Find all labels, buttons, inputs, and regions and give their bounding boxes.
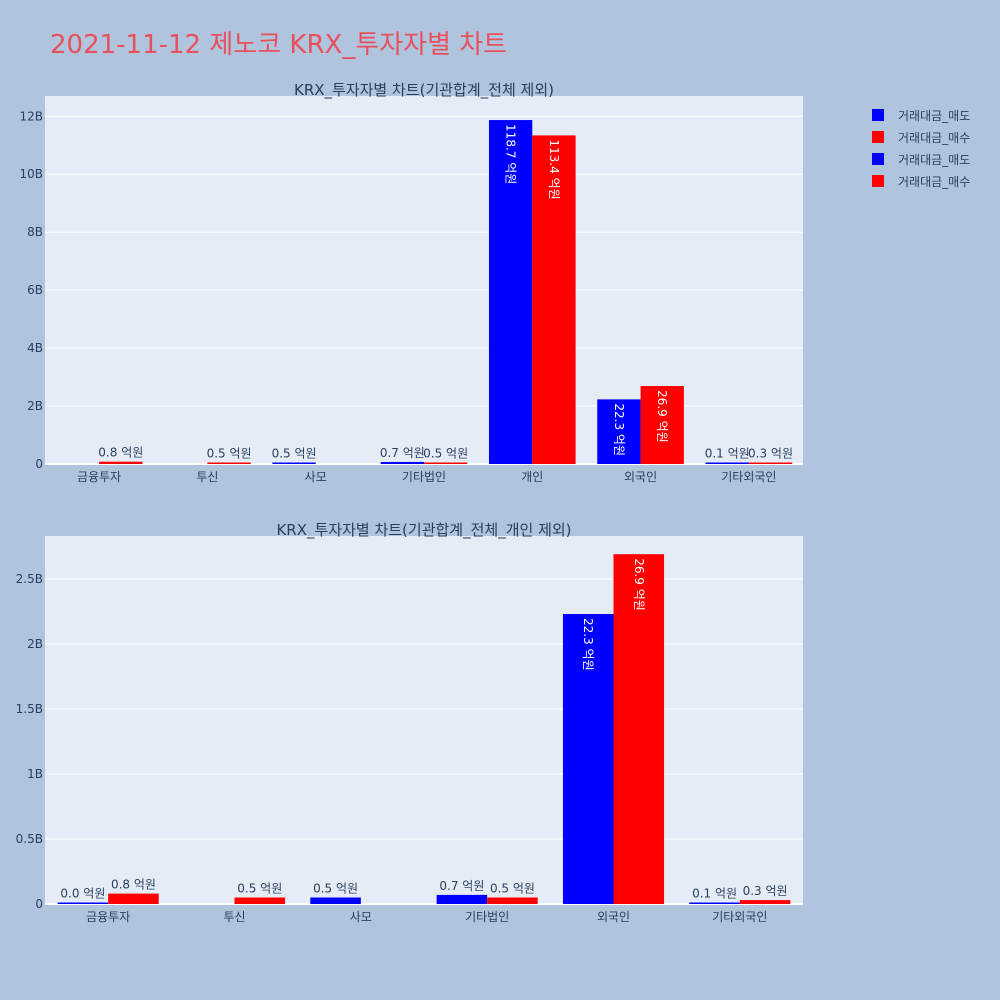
legend: 거래대금_매도 거래대금_매수 거래대금_매도 거래대금_매수 [872,104,970,192]
x-tick-label: 기타외국인 [712,910,767,924]
bar-value-label: 0.7 억원 [380,446,425,460]
bar [562,614,614,904]
y-tick-label: 10B [19,167,43,181]
bar-value-label: 0.1 억원 [692,887,737,901]
bar-value-label: 26.9 억원 [655,390,669,443]
bar-value-label: 0.8 억원 [111,878,156,892]
y-tick-label: 0 [35,897,43,911]
legend-swatch [872,175,884,187]
bar [57,902,109,904]
legend-item-buy-1[interactable]: 거래대금_매수 [872,126,970,148]
legend-label: 거래대금_매도 [898,108,971,123]
y-tick-label: 1.5B [16,702,43,716]
y-tick-label: 4B [27,341,43,355]
bar [207,462,251,464]
legend-item-buy-2[interactable]: 거래대금_매수 [872,170,970,192]
bar-value-label: 22.3 억원 [612,403,626,456]
bar-value-label: 0.0 억원 [60,887,105,901]
y-tick-label: 0.5B [16,832,43,846]
bar [748,462,793,464]
bar-value-label: 0.3 억원 [748,447,793,461]
plot-area [45,536,803,904]
y-tick-label: 0 [35,457,43,471]
legend-swatch [872,131,884,143]
legend-label: 거래대금_매수 [898,174,971,189]
bar [108,893,159,904]
bar-value-label: 0.5 억원 [313,881,358,895]
bar-value-label: 22.3 억원 [581,618,595,671]
bar [380,461,424,464]
bar [310,897,361,904]
bar-value-label: 0.3 억원 [743,884,788,898]
x-tick-label: 사모 [350,910,372,924]
y-tick-label: 2B [27,637,43,651]
y-tick-label: 2B [27,399,43,413]
legend-label: 거래대금_매수 [898,130,971,145]
x-tick-label: 기타법인 [402,470,446,484]
x-tick-label: 기타법인 [465,910,509,924]
bar [689,902,740,904]
bar [436,894,488,904]
chart-title: KRX_투자자별 차트(기관합계_전체_개인 제외) [276,521,571,540]
bar-value-label: 118.7 억원 [504,124,518,184]
y-tick-label: 8B [27,225,43,239]
x-tick-label: 외국인 [624,470,657,484]
bar [488,120,533,465]
bar [597,399,641,464]
bar-value-label: 0.8 억원 [98,446,143,460]
legend-item-sell-2[interactable]: 거래대금_매도 [872,148,970,170]
x-tick-label: 금융투자 [77,470,121,484]
bar [640,386,684,464]
bar-value-label: 26.9 억원 [632,558,646,611]
bar [99,461,143,464]
bar [705,462,749,464]
y-tick-label: 1B [27,767,43,781]
bar-value-label: 0.5 억원 [272,447,317,461]
y-tick-label: 6B [27,283,43,297]
x-tick-label: 기타외국인 [721,470,776,484]
bar-value-label: 0.7 억원 [439,879,484,893]
bar [424,462,468,464]
x-tick-label: 외국인 [597,910,630,924]
chart-title: KRX_투자자별 차트(기관합계_전체 제외) [294,81,554,100]
x-tick-label: 투신 [223,910,245,924]
bar [272,462,316,464]
legend-label: 거래대금_매도 [898,152,971,167]
bar-value-label: 113.4 억원 [547,139,561,199]
bar [532,135,576,464]
bar [739,900,791,904]
bar [234,897,286,904]
x-tick-label: 금융투자 [86,910,130,924]
y-tick-label: 2.5B [16,572,43,586]
y-tick-label: 12B [19,109,43,123]
legend-item-sell-1[interactable]: 거래대금_매도 [872,104,970,126]
bar-value-label: 0.5 억원 [423,447,468,461]
legend-swatch [872,153,884,165]
page-title: 2021-11-12 제노코 KRX_투자자별 차트 [50,30,508,60]
bar [613,554,665,904]
legend-swatch [872,109,884,121]
x-tick-label: 투신 [196,470,218,484]
bar-value-label: 0.1 억원 [705,447,750,461]
bar-value-label: 0.5 억원 [207,447,252,461]
plot-area [45,96,803,464]
bar [487,897,538,904]
x-tick-label: 사모 [305,470,327,484]
bar-value-label: 0.5 억원 [237,881,282,895]
x-tick-label: 개인 [521,470,543,484]
bar-value-label: 0.5 억원 [490,881,535,895]
